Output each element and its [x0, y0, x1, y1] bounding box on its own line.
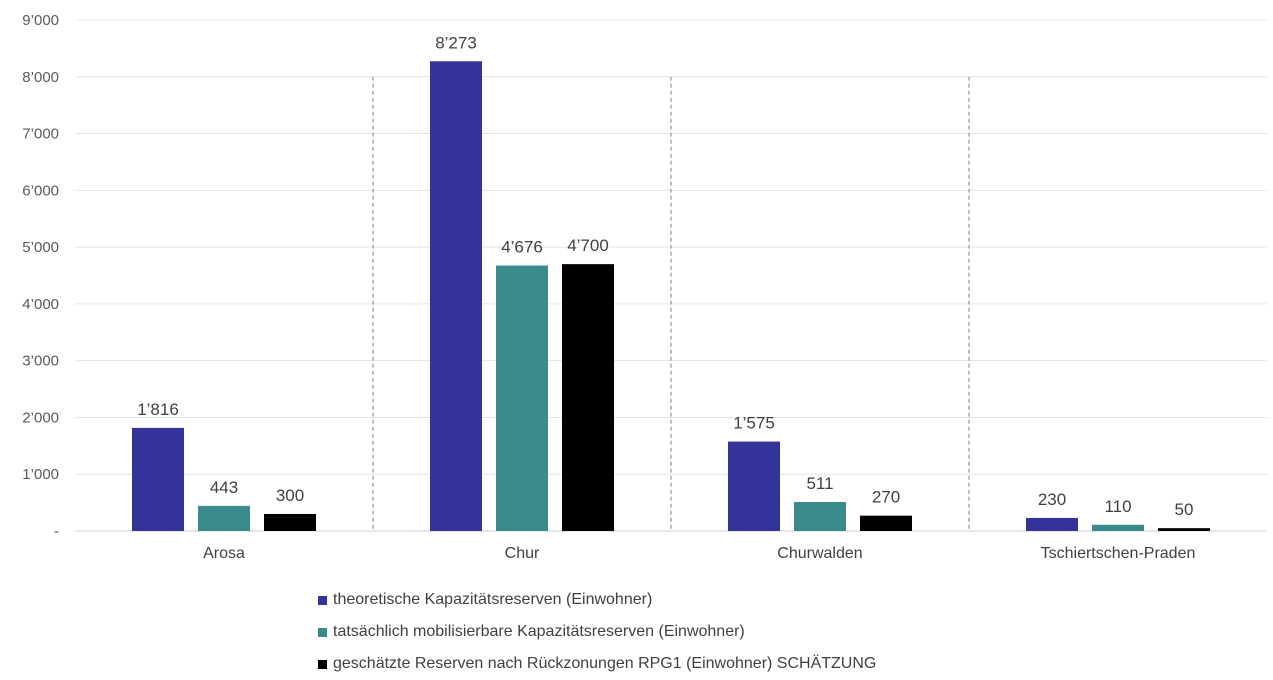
data-label: 110: [1104, 497, 1131, 516]
data-label: 8’273: [435, 33, 477, 52]
data-label: 230: [1038, 490, 1066, 509]
data-label: 50: [1175, 500, 1194, 519]
bar-churwalden-series-2: [794, 501, 846, 531]
bar-chur-series-2: [496, 265, 548, 531]
data-label: 511: [806, 474, 833, 493]
data-label: 4’676: [501, 238, 543, 257]
data-label: 270: [872, 488, 900, 507]
category-label: Tschiertschen-Praden: [1041, 545, 1196, 562]
y-tick-label: 7’000: [22, 126, 59, 143]
y-tick-label: 5’000: [22, 239, 59, 256]
y-tick-label: 3’000: [22, 353, 59, 370]
y-tick-label: 6’000: [22, 182, 59, 199]
data-label: 443: [210, 478, 238, 497]
category-label: Chur: [505, 545, 540, 562]
y-tick-label: 4’000: [22, 296, 59, 313]
legend-label-mobilisierbar: tatsächlich mobilisierbare Kapazitätsres…: [333, 623, 745, 640]
bar-tschiertschen-praden-series-3: [1158, 528, 1210, 531]
legend-item-mobilisierbar: tatsächlich mobilisierbare Kapazitätsres…: [318, 616, 876, 648]
category-label: Arosa: [203, 545, 245, 562]
chart-legend: theoretische Kapazitätsreserven (Einwohn…: [318, 584, 876, 680]
legend-swatch-rueckzonung: [318, 659, 327, 669]
bar-chur-series-1: [430, 61, 482, 532]
y-tick-label: 2’000: [22, 409, 59, 426]
data-label: 300: [276, 486, 304, 505]
legend-item-theoretische: theoretische Kapazitätsreserven (Einwohn…: [318, 584, 876, 616]
legend-label-theoretische: theoretische Kapazitätsreserven (Einwohn…: [333, 591, 653, 608]
bar-tschiertschen-praden-series-1: [1026, 517, 1078, 531]
bar-churwalden-series-3: [860, 515, 912, 531]
data-label: 1’816: [137, 400, 179, 419]
bar-arosa-series-1: [132, 427, 184, 531]
y-tick-label: 1’000: [22, 466, 59, 483]
legend-swatch-mobilisierbar: [318, 627, 327, 637]
bar-chur-series-3: [562, 264, 614, 531]
y-tick-label: -: [54, 523, 59, 540]
bar-arosa-series-2: [198, 505, 250, 531]
bar-tschiertschen-praden-series-2: [1092, 524, 1144, 531]
legend-swatch-theoretische: [318, 595, 327, 605]
bar-arosa-series-3: [264, 513, 316, 531]
y-tick-label: 9’000: [22, 12, 59, 29]
category-label: Churwalden: [777, 545, 862, 562]
legend-label-rueckzonung: geschätzte Reserven nach Rückzonungen RP…: [333, 655, 877, 672]
legend-item-rueckzonung: geschätzte Reserven nach Rückzonungen RP…: [318, 648, 876, 680]
bar-churwalden-series-1: [728, 441, 780, 531]
y-tick-label: 8’000: [22, 69, 59, 86]
data-label: 1’575: [733, 414, 775, 433]
data-label: 4’700: [567, 236, 609, 255]
